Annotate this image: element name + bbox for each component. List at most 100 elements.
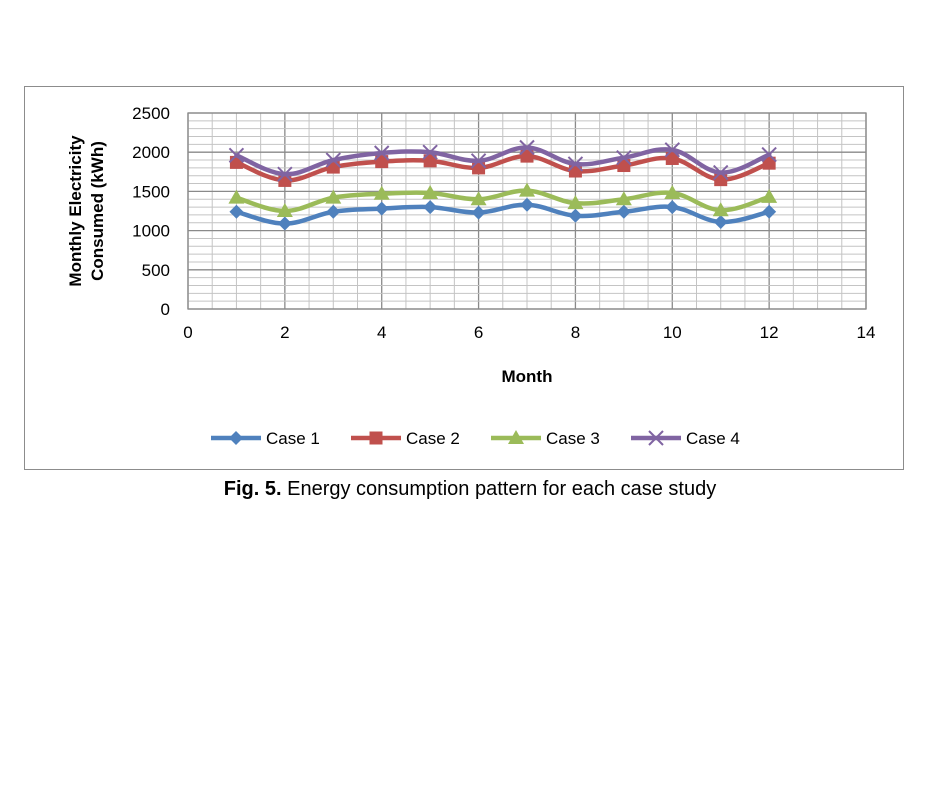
data-point-case-4 [228, 147, 245, 164]
data-point-case-4 [470, 153, 487, 169]
legend: Case 1 Case 2 Case 3 Case 4 [211, 429, 740, 448]
data-point-case-4 [519, 139, 535, 156]
data-point-case-2 [472, 161, 486, 175]
data-point-case-3 [664, 184, 681, 199]
legend-marker-case-2 [369, 431, 383, 445]
marker-stroke [567, 156, 584, 172]
chart-frame: 0 2 4 6 8 10 12 14 0 500 1000 1500 2000 2500 Month Mont… [24, 86, 904, 470]
data-point-case-1 [326, 204, 341, 219]
legend-label-case-4: Case 4 [686, 429, 740, 448]
data-point-case-4 [713, 164, 729, 181]
data-point-case-3 [228, 189, 245, 204]
series-case-4 [228, 139, 777, 182]
legend-item-case-3: Case 3 [491, 429, 600, 448]
data-point-case-2 [423, 154, 437, 168]
x-tick-label: 12 [760, 323, 779, 342]
legend-item-case-4: Case 4 [631, 429, 740, 448]
data-point-case-3 [615, 191, 632, 206]
data-point-case-4 [422, 144, 438, 160]
data-point-case-1 [665, 200, 680, 215]
y-tick-label: 1000 [132, 222, 170, 241]
label-layer: 0 2 4 6 8 10 12 14 0 500 1000 1500 2000 2500 Month Mont… [66, 104, 875, 386]
marker-stroke [470, 153, 487, 169]
marker-stroke [761, 146, 777, 163]
y-axis-title-line: Monthly Electricity [66, 135, 85, 287]
data-point-case-2 [714, 173, 728, 187]
figure-caption: Fig. 5. Energy consumption pattern for e… [0, 478, 940, 501]
data-point-case-2 [665, 151, 679, 165]
marker-stroke [648, 430, 664, 446]
series-line-case-4 [234, 145, 772, 177]
x-tick-label: 10 [663, 323, 682, 342]
data-point-case-1 [374, 201, 389, 216]
marker-stroke [616, 149, 632, 166]
data-point-case-1 [423, 200, 438, 215]
x-tick-label: 4 [377, 323, 386, 342]
data-point-case-3 [712, 202, 729, 217]
x-tick-label: 6 [474, 323, 483, 342]
data-point-case-3 [519, 182, 535, 197]
data-point-case-1 [713, 214, 728, 229]
y-tick-label: 0 [161, 300, 170, 319]
data-point-case-3 [470, 191, 487, 206]
marker-stroke [664, 142, 680, 158]
legend-item-case-1: Case 1 [211, 429, 320, 448]
data-point-case-3 [325, 189, 342, 204]
data-point-case-4 [325, 152, 341, 168]
series-case-3 [228, 182, 778, 217]
data-point-case-1 [471, 205, 486, 220]
marker-stroke [325, 152, 341, 168]
legend-marker-case-3 [508, 430, 524, 444]
x-axis-title: Month [502, 367, 553, 386]
y-tick-label: 2000 [132, 143, 170, 162]
legend-marker-case-1 [229, 431, 243, 445]
x-tick-label: 2 [280, 323, 289, 342]
plot-area-border [187, 112, 867, 310]
data-point-case-1 [616, 204, 631, 219]
legend-label-case-3: Case 3 [546, 429, 600, 448]
marker-stroke [374, 145, 390, 161]
marker-stroke [713, 164, 729, 181]
line-chart: 0 2 4 6 8 10 12 14 0 500 1000 1500 2000 2500 Month Mont… [66, 104, 875, 448]
data-point-case-3 [276, 203, 293, 217]
data-point-case-4 [664, 142, 680, 158]
data-point-case-4 [374, 145, 390, 161]
data-point-case-4 [761, 146, 777, 163]
legend-item-case-2: Case 2 [351, 429, 460, 448]
figure-caption-text: Energy consumption pattern for each case… [281, 478, 717, 500]
data-point-case-1 [762, 204, 777, 219]
x-tick-label: 0 [183, 323, 192, 342]
data-point-case-3 [373, 185, 390, 200]
x-tick-label: 8 [571, 323, 580, 342]
data-point-case-1 [277, 216, 292, 231]
legend-marker-case-4 [648, 430, 664, 446]
y-axis-title: Monthly Electricity Consumed (kWh) [66, 135, 107, 287]
axis-layer [187, 112, 867, 310]
data-point-case-3 [422, 184, 439, 199]
marker-stroke [228, 147, 245, 164]
data-point-case-2 [762, 156, 776, 170]
marker-stroke [277, 166, 293, 182]
y-tick-label: 1500 [132, 182, 170, 201]
series-layer [228, 139, 778, 231]
data-point-case-4 [567, 156, 584, 172]
data-point-case-4 [616, 149, 632, 166]
marker-stroke [422, 144, 438, 160]
y-tick-label: 500 [142, 261, 170, 280]
data-point-case-3 [567, 195, 584, 210]
legend-label-case-1: Case 1 [266, 429, 320, 448]
data-point-case-1 [568, 208, 583, 223]
y-axis-title-line: Consumed (kWh) [88, 141, 107, 281]
marker-stroke [519, 139, 535, 156]
data-point-case-2 [375, 155, 389, 169]
data-point-case-1 [520, 197, 534, 212]
legend-label-case-2: Case 2 [406, 429, 460, 448]
figure-label: Fig. 5. [223, 478, 282, 500]
data-point-case-1 [229, 204, 244, 219]
x-tick-label: 14 [857, 323, 876, 342]
data-point-case-4 [277, 166, 293, 182]
data-point-case-2 [520, 149, 534, 163]
series-case-1 [229, 197, 777, 231]
y-tick-label: 2500 [132, 104, 170, 123]
data-point-case-3 [761, 188, 778, 203]
